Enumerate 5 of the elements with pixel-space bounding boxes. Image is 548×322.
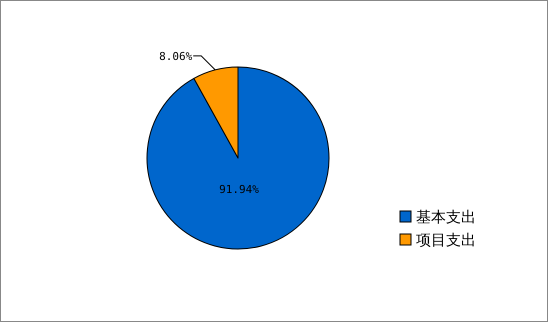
legend-label: 基本支出 xyxy=(416,208,476,226)
data-label: 8.06% xyxy=(159,50,193,63)
pie-slice xyxy=(146,66,330,250)
legend-label: 项目支出 xyxy=(416,231,476,249)
data-label: 91.94% xyxy=(219,183,260,196)
